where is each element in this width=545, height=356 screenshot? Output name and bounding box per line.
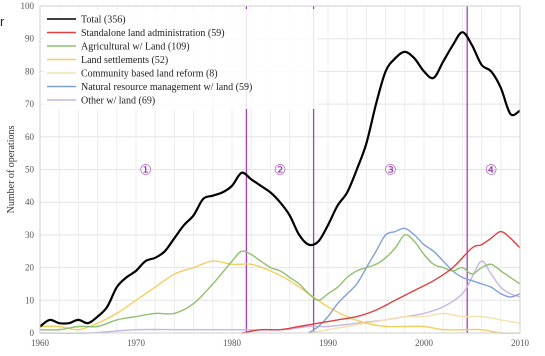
axes: 0 10 20 30 40 50 60 70 80 90 100 1960 1970 1980 1990 20… [6, 1, 530, 348]
y-tick-label: 30 [25, 230, 35, 240]
cropped-edge-text: r [0, 14, 5, 29]
period-label: ③ [384, 164, 397, 179]
x-tick-label: 1980 [223, 338, 242, 348]
period-labels: ① ② ③ ④ [139, 164, 497, 179]
x-tick-label: 1960 [31, 338, 50, 348]
legend-label: Total (356) [81, 15, 126, 26]
x-tick-label: 1970 [127, 338, 146, 348]
y-tick-label: 20 [25, 263, 35, 273]
x-tick-label: 1990 [319, 338, 338, 348]
series-line [39, 31, 521, 328]
y-tick-label: 0 [30, 328, 35, 338]
period-label: ① [139, 164, 152, 179]
y-axis-label: Number of operations [6, 126, 17, 214]
series-line [39, 260, 521, 334]
period-label: ② [274, 164, 287, 179]
legend-label: Other w/ land (69) [81, 96, 155, 107]
legend-label: Land settlements (52) [81, 55, 168, 66]
y-tick-label: 60 [25, 132, 35, 142]
legend-label: Natural resource management w/ land (59) [81, 82, 252, 93]
y-tick-label: 100 [21, 1, 35, 11]
legend: Total (356) Standalone land administratio… [43, 9, 318, 109]
y-tick-label: 90 [25, 34, 35, 44]
y-tick-label: 50 [25, 165, 35, 175]
series-line [308, 227, 521, 334]
series-line [308, 312, 521, 334]
series-line [241, 230, 521, 334]
series-lines [39, 31, 521, 334]
y-tick-label: 70 [25, 99, 35, 109]
legend-background [43, 9, 318, 109]
series-line [39, 234, 521, 331]
plot-frame [39, 5, 521, 334]
y-tick-label: 80 [25, 66, 35, 76]
y-tick-label: 10 [25, 295, 35, 305]
x-tick-label: 2000 [415, 338, 434, 348]
x-tick-label: 2010 [511, 338, 530, 348]
legend-label: Agricultural w/ Land (109) [81, 42, 190, 53]
y-tick-label: 40 [25, 197, 35, 207]
legend-label: Community based land reform (8) [81, 69, 218, 80]
period-label: ④ [485, 164, 498, 179]
legend-label: Standalone land administration (59) [81, 28, 225, 39]
